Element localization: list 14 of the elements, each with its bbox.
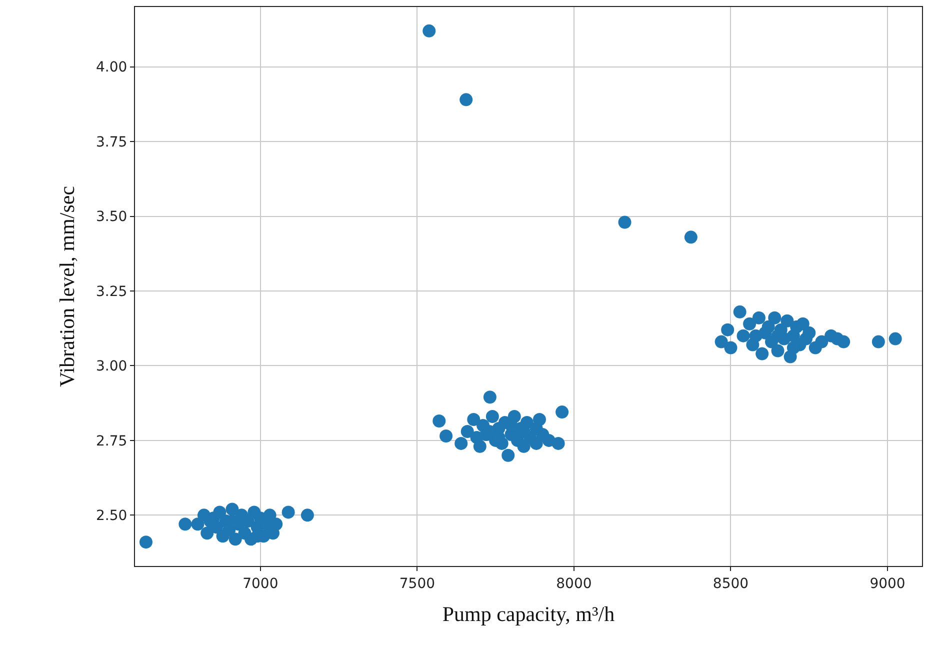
y-tick-label: 3.25	[96, 284, 128, 300]
y-axis-title: Vibration level, mm/sec	[55, 186, 80, 388]
x-axis-title: Pump capacity, m³/h	[442, 602, 616, 626]
y-tick-label: 3.50	[96, 209, 128, 226]
y-tick-label: 4.00	[96, 60, 128, 76]
x-tick-label: 7000	[242, 576, 278, 592]
x-tick-label: 9000	[870, 576, 906, 592]
y-tick-label: 2.75	[96, 433, 128, 450]
y-tick-label: 2.50	[96, 508, 128, 524]
y-tick-label: 3.00	[96, 358, 128, 375]
x-tick-label: 7500	[399, 576, 436, 592]
y-tick-label: 3.75	[96, 134, 128, 150]
x-tick-label: 8500	[712, 576, 749, 592]
x-tick-label: 8000	[556, 576, 592, 592]
